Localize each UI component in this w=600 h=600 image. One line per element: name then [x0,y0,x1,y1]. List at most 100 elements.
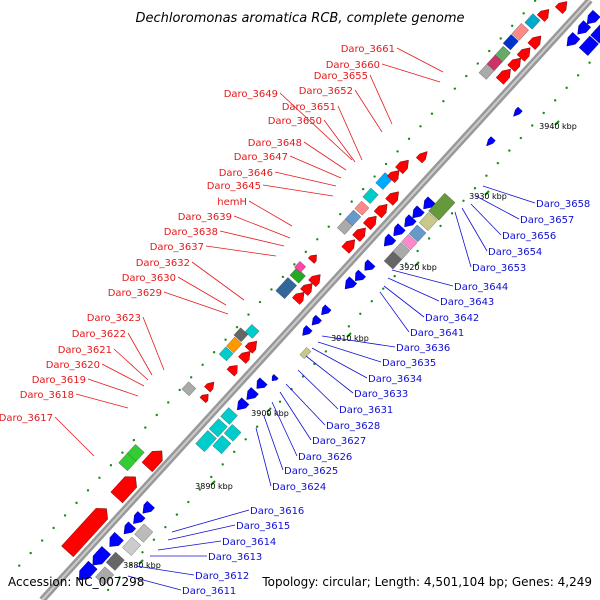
forward-gene-5-shape [127,444,145,462]
scale-dot [488,49,491,53]
forward-label-leader [354,89,383,133]
reverse-gene-22-shape [311,314,322,326]
reverse-gene-28 [393,223,406,237]
scale-dot [531,124,534,127]
reverse-gene-13-shape [220,407,238,425]
forward-label-leader [262,184,334,197]
forward-gene-6-shape [199,394,209,404]
forward-gene-30-shape [354,200,370,216]
forward-gene-31-shape [362,187,379,204]
scale-dot [373,175,376,178]
forward-gene-8 [181,381,197,397]
scale-dot [384,162,388,166]
scale-dot [522,12,525,15]
scale-dot [121,451,124,454]
reverse-gene-12 [208,418,228,438]
forward-gene-25-shape [362,215,377,231]
reverse-label-7: Daro_3643 [440,297,494,308]
forward-label-9: Daro_3647 [234,152,288,163]
reverse-gene-24 [344,276,358,290]
scale-dot [293,263,296,266]
tick-mark [484,190,490,196]
forward-label-leader [337,105,363,161]
forward-gene-6 [199,394,209,404]
reverse-label-18: Daro_3625 [284,466,338,477]
forward-gene-21-shape [294,261,307,273]
reverse-gene-19-shape [271,374,279,382]
reverse-gene-30-shape [412,205,425,219]
forward-gene-11 [244,340,258,354]
forward-gene-27-shape [385,191,399,206]
reverse-gene-17-shape [246,387,259,400]
forward-label-leader [101,363,145,387]
forward-label-leader [289,155,342,179]
reverse-gene-41-shape [577,20,592,35]
scale-dot [212,351,216,354]
reverse-label-leader [317,341,382,363]
reverse-gene-34-shape [401,234,418,251]
forward-label-15: Daro_3637 [150,242,204,253]
forward-gene-3-shape [141,450,163,473]
reverse-gene-36-shape [418,212,438,231]
reverse-label-9: Daro_3641 [410,328,464,339]
reverse-gene-35-shape [408,224,427,243]
scale-dot [187,500,190,504]
reverse-gene-26 [364,259,376,271]
forward-gene-3 [141,450,163,473]
reverse-gene-9-shape [122,536,141,556]
forward-gene-10-shape [238,351,251,364]
reverse-label-20: Daro_3616 [250,506,304,517]
scale-dot [382,287,385,290]
reverse-gene-4 [95,566,114,586]
forward-gene-22 [307,254,317,264]
reverse-label-6: Daro_3644 [454,282,508,293]
reverse-gene-27 [383,233,397,247]
reverse-label-23: Daro_3613 [208,552,262,563]
forward-label-7: Daro_3650 [268,116,322,127]
forward-label-leader [142,316,165,371]
reverse-gene-38 [486,136,496,147]
reverse-gene-42-shape [586,9,600,25]
reverse-gene-44-shape [590,21,600,44]
forward-gene-18 [308,274,321,288]
forward-gene-19 [275,277,297,300]
reverse-gene-36 [418,212,438,231]
forward-label-leader [279,92,353,161]
forward-gene-7-shape [204,381,215,393]
forward-gene-12 [218,346,234,362]
reverse-gene-16 [237,397,250,411]
forward-label-leader [396,47,444,73]
forward-label-2: Daro_3660 [326,60,380,71]
reverse-gene-21 [302,325,313,336]
scale-dot [164,525,167,529]
scale-dot [144,426,147,429]
forward-label-18: Daro_3629 [108,288,162,299]
forward-gene-47-shape [554,1,568,14]
reverse-label-leader [387,277,440,302]
forward-gene-14 [233,327,249,343]
forward-gene-26-shape [373,204,388,219]
scale-dot [393,274,396,278]
forward-gene-13 [226,336,243,353]
reverse-label-leader [157,540,222,551]
forward-label-10: Daro_3646 [219,168,273,179]
forward-label-leader [233,215,291,239]
reverse-gene-13 [220,407,238,425]
reverse-gene-18-shape [256,377,268,389]
reverse-gene-17 [246,387,259,400]
reverse-label-leader [470,203,502,236]
forward-gene-36 [495,68,511,85]
scale-dot [453,87,457,90]
forward-gene-35-shape [415,151,428,164]
scale-dot [462,199,465,203]
reverse-gene-43 [578,35,599,56]
scale-dot [553,99,557,102]
scale-dot [106,588,110,592]
forward-gene-2 [110,476,137,504]
tick-label: 3910 kbp [331,334,369,343]
forward-gene-13-shape [226,336,243,353]
reverse-gene-28-shape [393,223,406,237]
forward-gene-43 [502,34,519,51]
scale-dot [476,62,479,65]
